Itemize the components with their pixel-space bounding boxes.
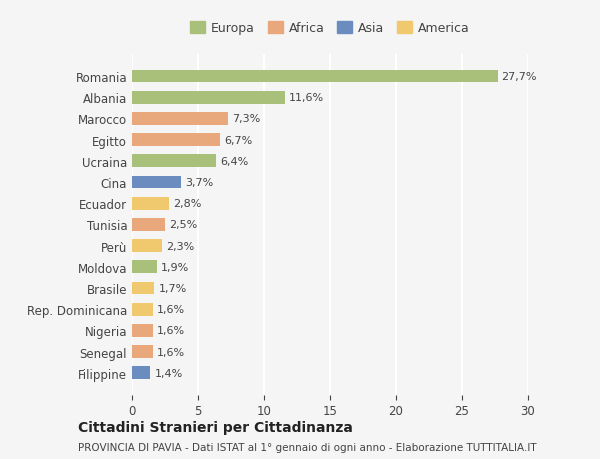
- Bar: [132, 155, 217, 168]
- Text: 2,3%: 2,3%: [166, 241, 194, 251]
- Bar: [132, 71, 497, 83]
- Text: 1,6%: 1,6%: [157, 304, 185, 314]
- Text: PROVINCIA DI PAVIA - Dati ISTAT al 1° gennaio di ogni anno - Elaborazione TUTTIT: PROVINCIA DI PAVIA - Dati ISTAT al 1° ge…: [78, 442, 536, 452]
- Text: 11,6%: 11,6%: [289, 93, 324, 103]
- Text: 7,3%: 7,3%: [232, 114, 260, 124]
- Legend: Europa, Africa, Asia, America: Europa, Africa, Asia, America: [185, 17, 475, 40]
- Text: 1,6%: 1,6%: [157, 347, 185, 357]
- Bar: [132, 325, 153, 337]
- Bar: [132, 282, 154, 295]
- Text: 3,7%: 3,7%: [185, 178, 213, 188]
- Bar: [132, 134, 220, 147]
- Text: 1,4%: 1,4%: [154, 368, 182, 378]
- Text: Cittadini Stranieri per Cittadinanza: Cittadini Stranieri per Cittadinanza: [78, 420, 353, 435]
- Text: 6,4%: 6,4%: [220, 157, 248, 167]
- Bar: [132, 197, 169, 210]
- Bar: [132, 367, 151, 379]
- Bar: [132, 218, 165, 231]
- Bar: [132, 346, 153, 358]
- Text: 1,7%: 1,7%: [158, 283, 187, 293]
- Text: 2,8%: 2,8%: [173, 199, 201, 209]
- Bar: [132, 303, 153, 316]
- Text: 27,7%: 27,7%: [502, 72, 537, 82]
- Bar: [132, 113, 229, 125]
- Text: 1,9%: 1,9%: [161, 262, 189, 272]
- Bar: [132, 176, 181, 189]
- Text: 2,5%: 2,5%: [169, 220, 197, 230]
- Bar: [132, 261, 157, 274]
- Bar: [132, 240, 163, 252]
- Bar: [132, 92, 285, 104]
- Text: 1,6%: 1,6%: [157, 326, 185, 336]
- Text: 6,7%: 6,7%: [224, 135, 253, 146]
